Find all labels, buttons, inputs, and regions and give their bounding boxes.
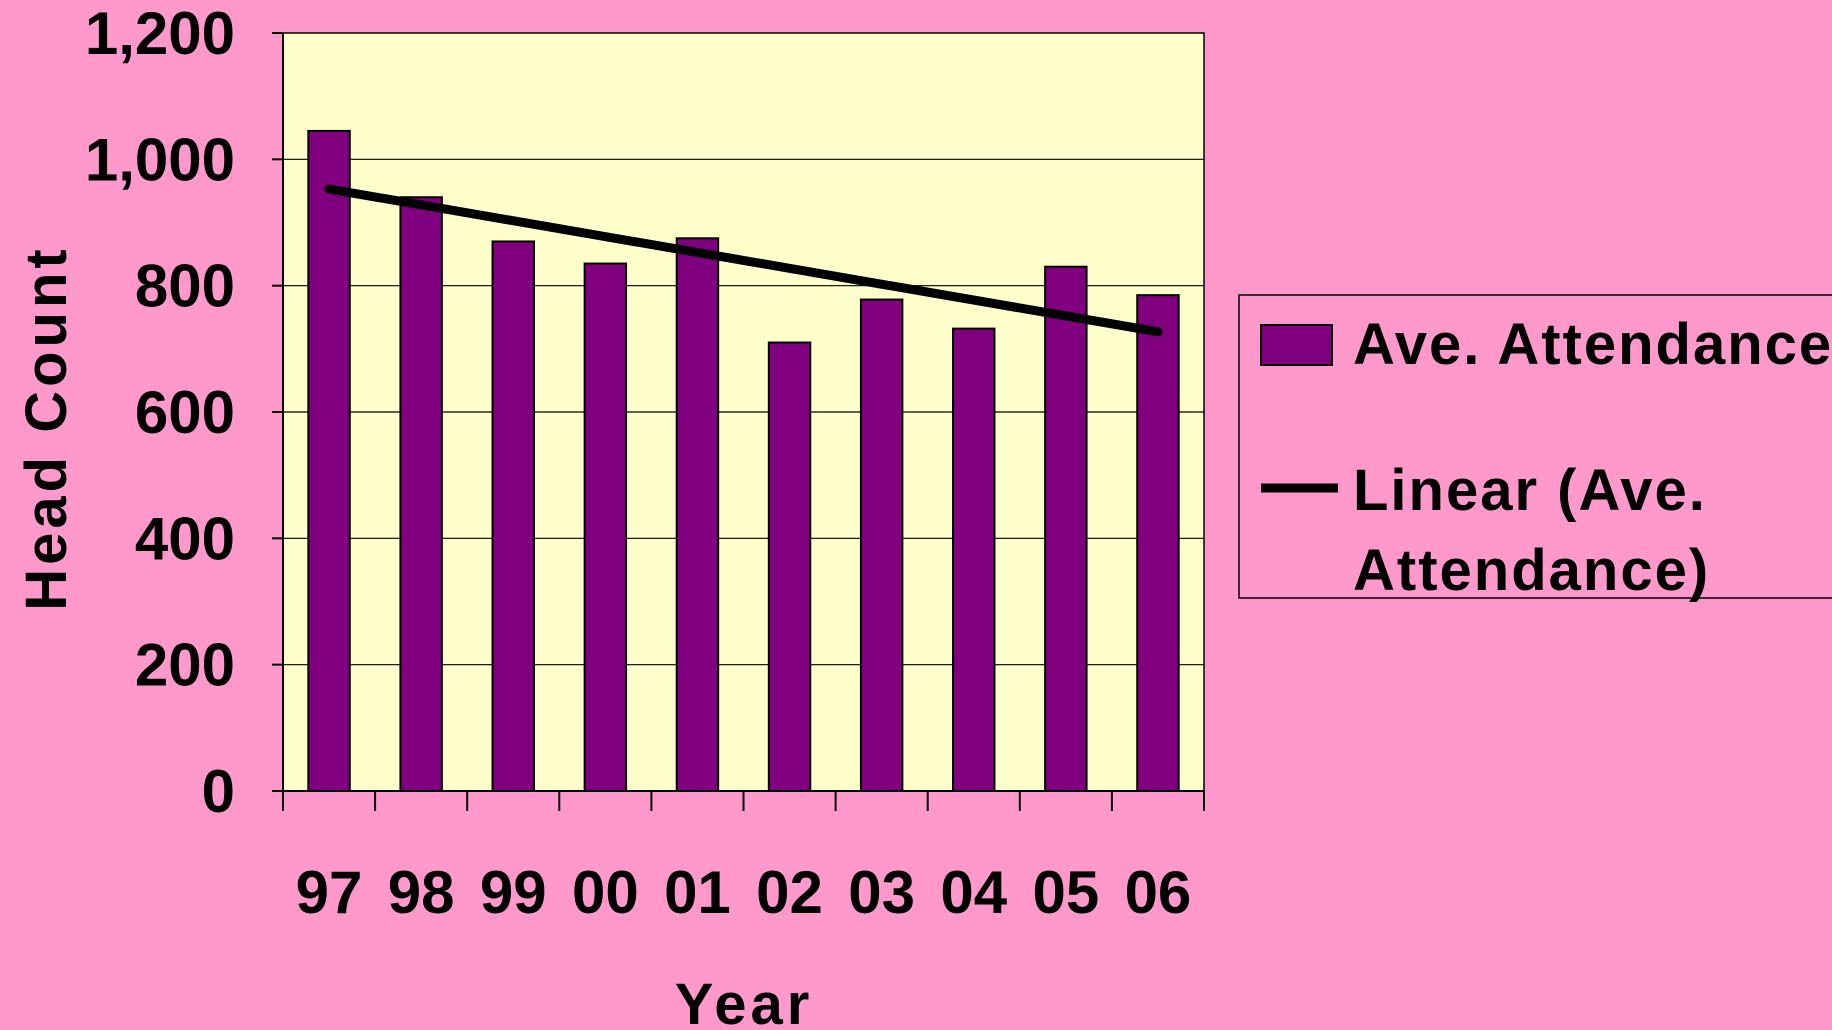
bar-03 bbox=[859, 298, 904, 792]
x-tick-label-06: 06 bbox=[1125, 859, 1192, 926]
x-axis-title: Year bbox=[675, 972, 814, 1030]
y-tick-label-4: 800 bbox=[135, 253, 235, 320]
legend-trendline-label-line1: Linear (Ave. bbox=[1353, 458, 1707, 523]
y-tick-label-2: 400 bbox=[135, 505, 235, 572]
x-tick-label-05: 05 bbox=[1032, 859, 1099, 926]
x-tick-label-97: 97 bbox=[296, 859, 363, 926]
x-tick-label-00: 00 bbox=[572, 859, 639, 926]
y-tick-labels: 0 200 400 600 800 1,000 1,200 bbox=[85, 0, 235, 825]
legend-box bbox=[1238, 294, 1832, 599]
y-tick-label-1: 200 bbox=[135, 632, 235, 699]
x-tick-labels: 97 98 99 00 01 02 03 04 05 06 bbox=[296, 859, 1192, 926]
trendline bbox=[324, 184, 1163, 337]
legend: Ave. Attendance Linear (Ave. Attendance) bbox=[1238, 294, 1832, 603]
legend-bar-swatch bbox=[1260, 324, 1333, 366]
bar-98 bbox=[399, 196, 443, 792]
y-axis-title: Head Count bbox=[14, 245, 79, 610]
x-tick-label-98: 98 bbox=[388, 859, 455, 926]
y-tick-label-0: 0 bbox=[202, 758, 235, 825]
bar-99 bbox=[491, 240, 535, 792]
bar-01 bbox=[675, 237, 720, 792]
bar-06 bbox=[1136, 294, 1180, 792]
bar-97 bbox=[307, 129, 351, 793]
trendline-group bbox=[324, 184, 1163, 337]
y-tick-label-6: 1,200 bbox=[85, 0, 235, 67]
bar-00 bbox=[583, 262, 628, 792]
axes bbox=[272, 32, 1205, 811]
x-tick-label-99: 99 bbox=[480, 859, 547, 926]
x-tick-label-02: 02 bbox=[756, 859, 823, 926]
legend-bar-label: Ave. Attendance bbox=[1353, 312, 1832, 377]
x-tick-label-03: 03 bbox=[848, 859, 915, 926]
bar-02 bbox=[767, 341, 812, 792]
bars bbox=[307, 129, 1180, 793]
y-tick-label-5: 1,000 bbox=[85, 126, 235, 193]
legend-trendline-label-line2: Attendance) bbox=[1353, 538, 1710, 603]
x-tick-label-01: 01 bbox=[664, 859, 731, 926]
x-tick-label-04: 04 bbox=[940, 859, 1007, 926]
bar-04 bbox=[952, 327, 996, 792]
bar-05 bbox=[1044, 265, 1088, 792]
y-tick-label-3: 600 bbox=[135, 379, 235, 446]
